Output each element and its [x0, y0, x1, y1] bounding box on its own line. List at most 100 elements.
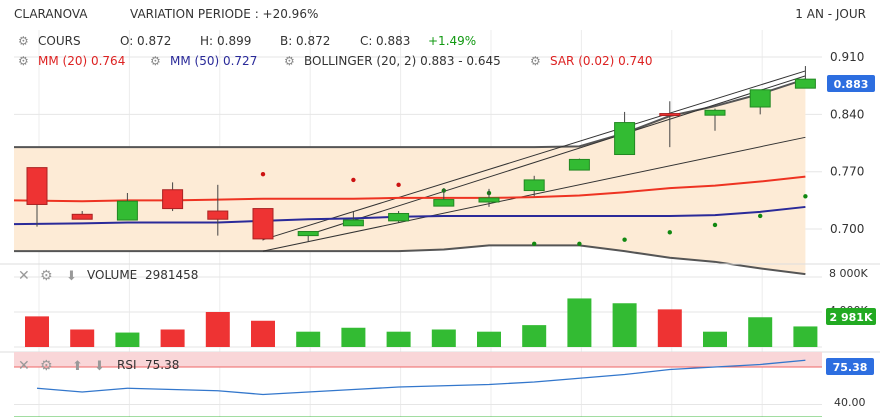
gear-icon[interactable]: ⚙ — [530, 54, 541, 68]
candle-body — [297, 231, 319, 237]
rsi-badge-text: 75.38 — [833, 361, 868, 374]
legend-low-value: 0.872 — [296, 34, 330, 48]
rsi-axis-label: 40.00 — [834, 396, 866, 409]
legend-cours: COURS — [38, 34, 81, 48]
candle-body — [749, 89, 771, 108]
candle-body — [26, 167, 48, 205]
volume-bar — [477, 331, 501, 347]
sar-dot — [758, 213, 763, 219]
legend-bollinger: BOLLINGER (20, 2) 0.883 - 0.645 — [304, 54, 501, 68]
gear-icon[interactable]: ⚙ — [284, 54, 295, 68]
legend-open-label: O: — [120, 34, 133, 48]
gear-icon[interactable]: ⚙ — [40, 268, 53, 284]
close-icon[interactable]: ✕ — [18, 268, 30, 284]
arrow-down-icon[interactable]: ⬇ — [94, 359, 105, 374]
legend-close-value: 0.883 — [376, 34, 410, 48]
legend-row-cours: ⚙ COURS O: 0.872 H: 0.899 B: 0.872 C: 0.… — [18, 34, 476, 48]
legend-low-label: B: — [280, 34, 292, 48]
candle-body — [207, 210, 229, 220]
gear-icon[interactable]: ⚙ — [18, 34, 29, 48]
volume-label: VOLUME — [87, 268, 137, 282]
price-tick-label: 0.770 — [830, 165, 864, 179]
candle-body — [342, 219, 364, 227]
candles — [26, 66, 816, 242]
sar-dot — [532, 241, 537, 246]
arrow-up-icon[interactable]: ⬆ — [72, 359, 83, 374]
volume-bar — [793, 326, 818, 347]
volume-bar — [567, 298, 592, 347]
volume-bar — [386, 331, 411, 347]
gear-icon[interactable]: ⚙ — [40, 358, 53, 374]
volume-bar — [341, 327, 366, 347]
sar-dot — [667, 230, 672, 235]
volume-bar — [703, 331, 727, 347]
volume-bar — [522, 325, 547, 347]
arrow-down-icon[interactable]: ⬇ — [66, 269, 77, 284]
volume-bar — [115, 332, 140, 347]
variation-label: VARIATION PERIODE : +20.96% — [130, 7, 319, 21]
candle-body — [433, 199, 455, 207]
candle-body — [568, 158, 590, 171]
close-icon[interactable]: ✕ — [18, 358, 30, 374]
sar-dot — [712, 222, 718, 228]
sar-dot — [396, 182, 401, 188]
gear-icon[interactable]: ⚙ — [18, 54, 29, 68]
legend-sar: SAR (0.02) 0.740 — [550, 54, 652, 68]
rsi-label: RSI — [117, 358, 137, 372]
candle-body — [659, 113, 681, 117]
volume-bar — [70, 329, 95, 347]
legend-open-value: 0.872 — [137, 34, 171, 48]
volume-grid — [14, 276, 822, 348]
bollinger-band-fill — [14, 79, 806, 275]
price-tick-label: 0.700 — [830, 222, 864, 236]
candle-body — [116, 200, 138, 221]
candle-body — [162, 189, 184, 210]
sar-dot — [351, 177, 356, 183]
volume-value: 2981458 — [145, 268, 198, 282]
volume-bar — [431, 329, 456, 347]
trendline — [308, 75, 806, 236]
volume-bar — [205, 312, 230, 347]
stock-chart: 0.910 0.840 0.770 0.700 0.883 ⚙ COURS O: 0.… — [0, 30, 880, 417]
candle-body — [252, 208, 274, 240]
volume-bar — [296, 331, 321, 347]
candle-body — [388, 212, 410, 222]
legend-mm20: MM (20) 0.764 — [38, 54, 125, 68]
legend-high-label: H: — [200, 34, 213, 48]
last-price-badge-text: 0.883 — [834, 78, 869, 91]
price-tick-label: 0.910 — [830, 50, 864, 64]
candle-body — [71, 213, 93, 220]
trendline — [262, 70, 806, 241]
legend-high-value: 0.899 — [217, 34, 251, 48]
legend-change: +1.49% — [428, 34, 476, 48]
candle-body — [478, 197, 500, 203]
sar-dot — [260, 171, 266, 177]
legend-close-label: C: — [360, 34, 372, 48]
volume-bar — [748, 317, 773, 347]
volume-bar — [160, 329, 185, 347]
volume-bar — [25, 316, 49, 347]
mm50-line — [13, 205, 806, 226]
sar-dots — [260, 171, 808, 246]
candle-body — [523, 179, 545, 192]
gear-icon[interactable]: ⚙ — [150, 54, 161, 68]
volume-legend: ✕ ⚙ ⬇ VOLUME 2981458 — [18, 268, 198, 284]
sar-dot — [622, 237, 627, 242]
rsi-value: 75.38 — [145, 358, 179, 372]
rsi-badge — [826, 358, 874, 375]
chart-header: CLARANOVA VARIATION PERIODE : +20.96% 1 … — [0, 0, 880, 30]
price-tick-label: 0.840 — [830, 107, 864, 121]
candle-body — [614, 122, 636, 156]
period-selector[interactable]: 1 AN - JOUR — [795, 7, 866, 21]
volume-bars — [25, 298, 818, 347]
legend-mm50: MM (50) 0.727 — [170, 54, 257, 68]
volume-bar — [251, 320, 275, 347]
last-price-badge — [827, 75, 875, 92]
legend-row-indicators: ⚙ MM (20) 0.764 ⚙ MM (50) 0.727 ⚙ BOLLIN… — [18, 54, 652, 68]
volume-axis-top: 8 000K — [829, 267, 868, 280]
volume-badge — [826, 308, 876, 325]
sar-dot — [577, 241, 582, 246]
rsi-line — [36, 359, 806, 396]
symbol-title: CLARANOVA — [14, 7, 88, 21]
volume-bar — [657, 309, 682, 347]
